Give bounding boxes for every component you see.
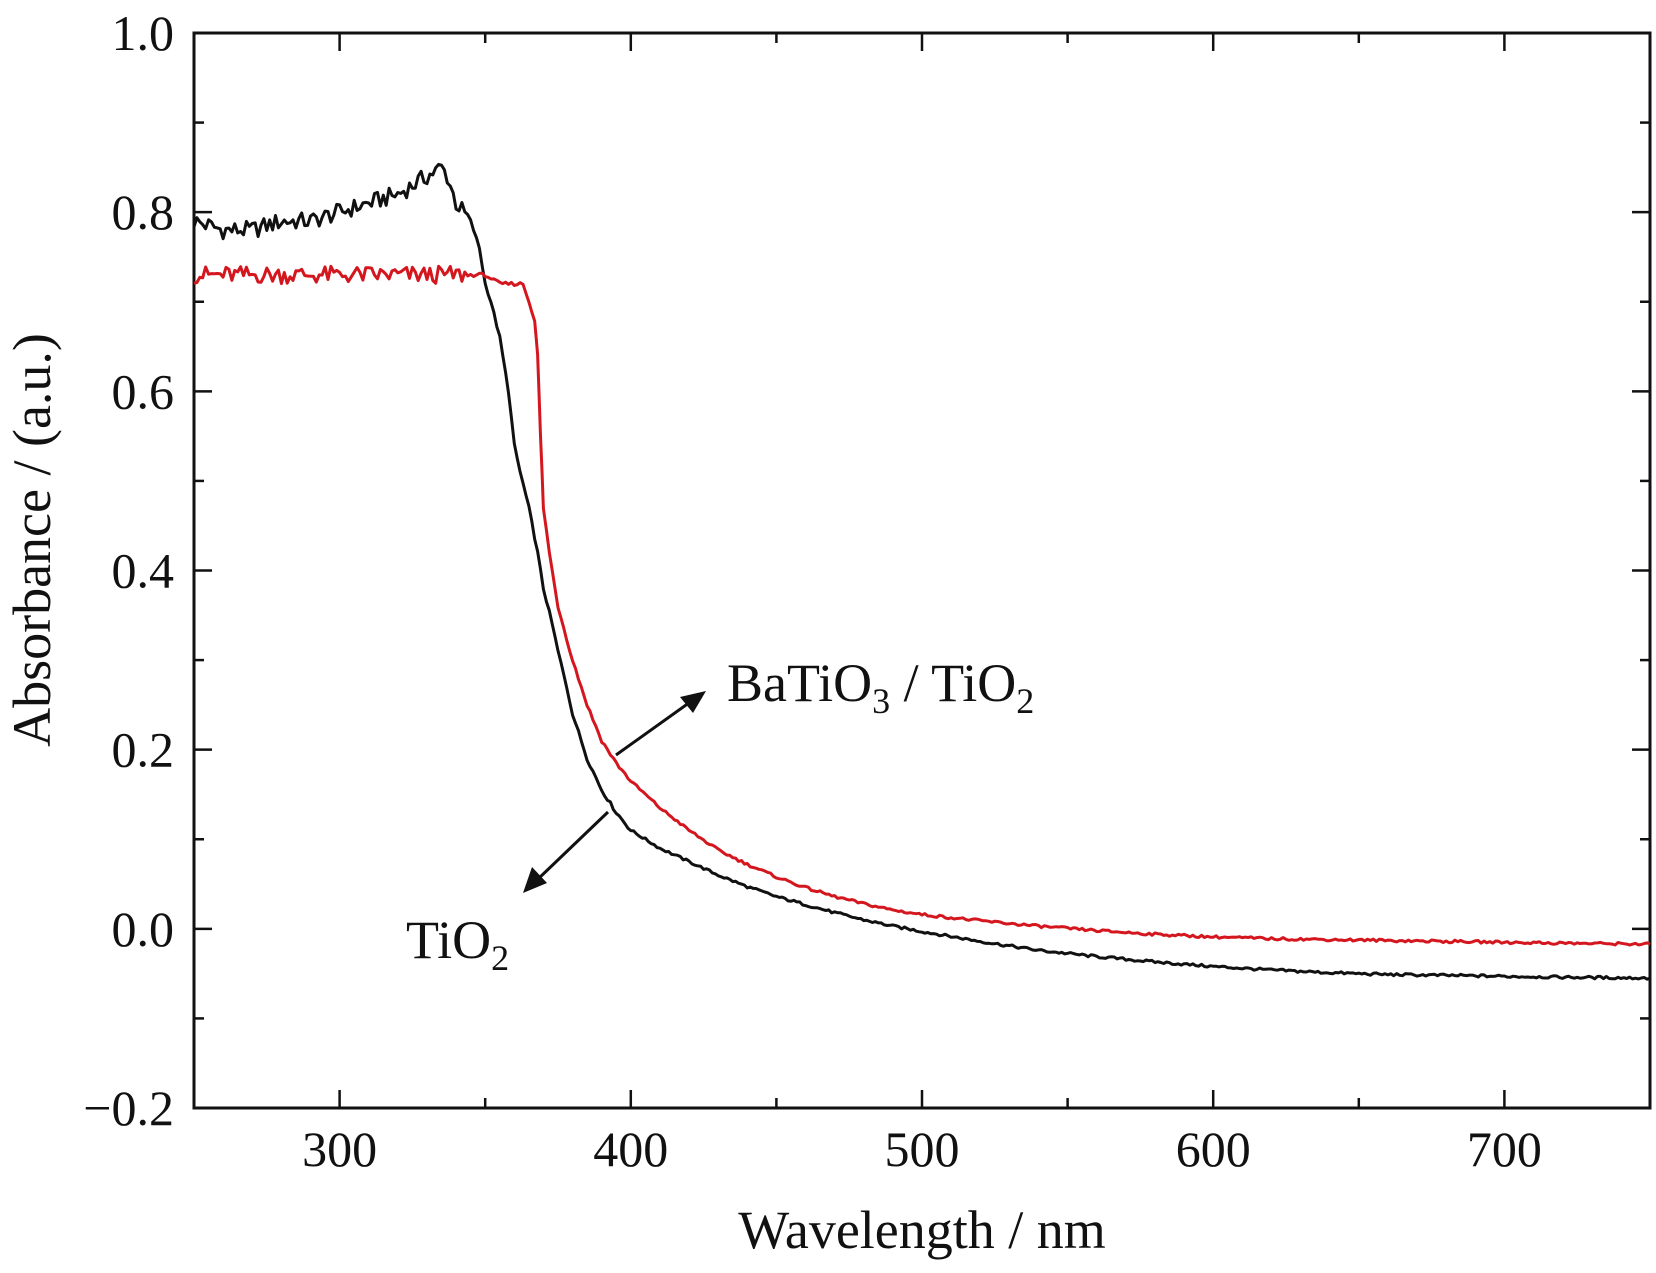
annotation-batio3-base: BaTiO [727,653,872,713]
y-tick-label: 0.8 [112,184,175,240]
ticks-layer: 300 400 500 600 700 −0.2 0.0 0.2 0.4 0.6 0.8 1.0 [83,5,1652,1177]
y-tick-label: 0.6 [112,363,175,419]
annotation-arrow-tio2 [523,810,610,893]
series-line-red [193,264,1651,947]
x-tick-label: 700 [1467,1121,1542,1177]
annotation-tio2-sub: 2 [491,938,509,978]
annotation-batio3-sub1: 3 [872,681,890,721]
annotation-batio3-sub2: 2 [1016,681,1034,721]
y-tick-label: 0.2 [112,722,175,778]
series-layer [192,162,1651,981]
series-line-black [192,162,1651,981]
annotation-arrow-batio3 [615,691,706,757]
y-tick-label: 1.0 [112,5,175,61]
x-tick-label: 600 [1176,1121,1251,1177]
x-tick-label: 500 [885,1121,960,1177]
x-axis-title: Wavelength / nm [738,1200,1106,1260]
x-tick-label: 300 [302,1121,377,1177]
y-tick-label: 0.4 [112,543,175,599]
y-axis-title: Absorbance / (a.u.) [2,333,62,747]
annotation-batio3-tio2: BaTiO3 / TiO2 [727,653,1034,721]
annotation-tio2-base: TiO [406,910,491,970]
annotation-tio2: TiO2 [406,910,509,978]
y-tick-label: 0.0 [112,901,175,957]
y-tick-label: −0.2 [83,1080,174,1136]
annotation-batio3-mid: / TiO [890,653,1016,713]
x-tick-label: 400 [593,1121,668,1177]
